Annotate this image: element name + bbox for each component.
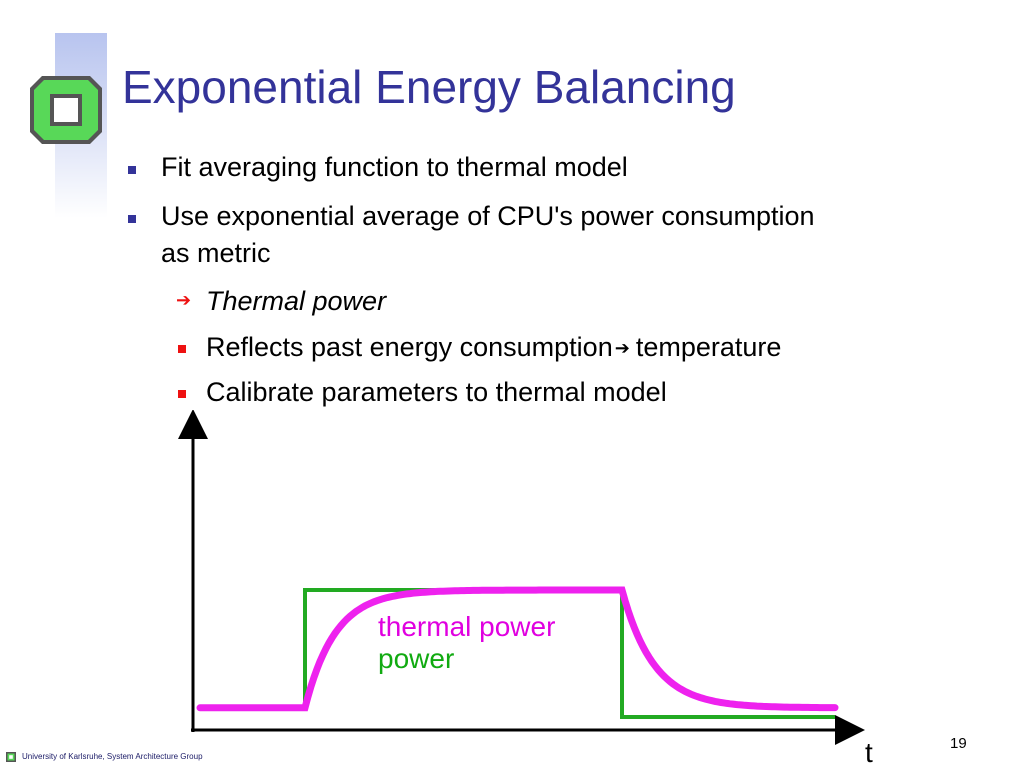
arrow-right-icon: ➔ bbox=[614, 338, 630, 358]
bullet-marker-icon bbox=[128, 215, 136, 223]
legend-power: power bbox=[378, 643, 454, 674]
university-logo-icon bbox=[30, 76, 102, 144]
power-series-line bbox=[200, 588, 835, 719]
subbullet-marker-icon bbox=[178, 345, 186, 353]
bullet-text-continuation: as metric bbox=[161, 238, 271, 268]
legend-thermal-power: thermal power bbox=[378, 611, 555, 642]
subbullet-text-before: Reflects past energy consumption bbox=[206, 332, 613, 362]
subbullet-text: Reflects past energy consumption ➔ tempera… bbox=[206, 330, 781, 365]
slide-title: Exponential Energy Balancing bbox=[122, 61, 736, 113]
arrow-right-icon: ➔ bbox=[176, 290, 192, 310]
subbullet-text-after: temperature bbox=[635, 332, 782, 362]
bullet-marker-icon bbox=[128, 166, 136, 174]
footer-text: University of Karlsruhe, System Architec… bbox=[22, 752, 203, 761]
footer-logo-icon bbox=[6, 752, 16, 762]
bullet-text: Fit averaging function to thermal model bbox=[161, 152, 628, 182]
bullet-text: Use exponential average of CPU's power c… bbox=[161, 201, 815, 231]
subbullet-marker-icon bbox=[178, 390, 186, 398]
x-axis-label: t bbox=[865, 737, 873, 765]
thermal-power-chart: thermal power power t bbox=[178, 410, 873, 765]
thermal-power-series-line bbox=[196, 586, 839, 712]
subbullet-text: Thermal power bbox=[206, 286, 387, 316]
subbullet-text: Calibrate parameters to thermal model bbox=[206, 377, 667, 407]
page-number: 19 bbox=[950, 735, 967, 752]
